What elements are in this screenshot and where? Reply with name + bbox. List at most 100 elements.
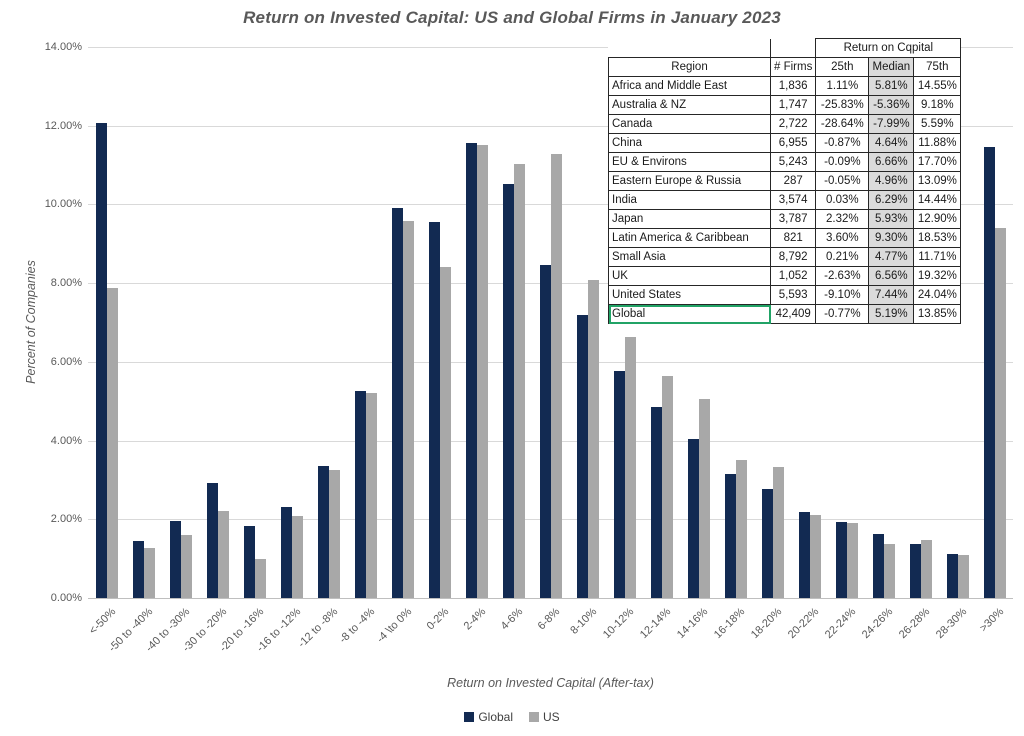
value-cell: 0.03% — [815, 190, 870, 210]
bar-us-19 — [809, 515, 821, 598]
value-cell: 18.53% — [913, 228, 962, 248]
value-cell: 6.29% — [868, 190, 915, 210]
value-cell: 821 — [769, 228, 817, 248]
value-cell: 6,955 — [769, 133, 817, 153]
table-row: India 3,574 0.03% 6.29% 14.44% — [608, 190, 962, 210]
blank-cell — [609, 39, 771, 58]
value-cell: 1,747 — [769, 95, 817, 115]
value-cell: 14.55% — [913, 76, 962, 96]
value-cell: 24.04% — [913, 285, 962, 305]
region-cell: EU & Environs — [608, 152, 771, 172]
bar-us-20 — [846, 523, 858, 598]
column-header-median: Median — [868, 57, 915, 77]
value-cell: 13.09% — [913, 171, 962, 191]
bar-global-18 — [761, 488, 773, 598]
value-cell: 5.19% — [868, 304, 915, 324]
value-cell: 0.21% — [815, 247, 870, 267]
value-cell: 11.88% — [913, 133, 962, 153]
value-cell: -28.64% — [815, 114, 870, 134]
bar-global-7 — [354, 391, 366, 598]
bar-us-18 — [772, 466, 784, 598]
value-cell: 1,836 — [769, 76, 817, 96]
bar-global-1 — [132, 540, 144, 598]
global-legend-swatch — [464, 712, 475, 722]
value-cell: 5.59% — [913, 114, 962, 134]
bar-us-0 — [106, 288, 118, 598]
bar-global-21 — [872, 534, 884, 598]
value-cell: -0.77% — [815, 304, 870, 324]
bar-global-6 — [317, 466, 329, 598]
legend-item-global: Global — [464, 710, 513, 724]
bar-us-13 — [587, 280, 599, 598]
value-cell: 4.77% — [868, 247, 915, 267]
value-cell: -0.87% — [815, 133, 870, 153]
bar-us-7 — [365, 392, 377, 598]
bar-us-5 — [291, 516, 303, 598]
table-group-header-row: Return on Cqpital — [609, 38, 962, 58]
region-cell: United States — [608, 285, 771, 305]
value-cell: 4.96% — [868, 171, 915, 191]
value-cell: 3,574 — [769, 190, 817, 210]
global-legend-label: Global — [478, 710, 513, 724]
bar-global-13 — [576, 315, 588, 598]
value-cell: 287 — [769, 171, 817, 191]
bar-us-3 — [217, 511, 229, 598]
column-header-region: Region — [608, 57, 771, 77]
value-cell: 5.93% — [868, 209, 915, 229]
bar-global-12 — [539, 265, 551, 598]
value-cell: 13.85% — [913, 304, 962, 324]
legend-item-us: US — [529, 710, 560, 724]
bar-global-16 — [687, 438, 699, 598]
table-row: UK 1,052 -2.63% 6.56% 19.32% — [608, 266, 962, 286]
region-cell: Canada — [608, 114, 771, 134]
value-cell: -25.83% — [815, 95, 870, 115]
y-tick-label: 8.00% — [50, 277, 82, 290]
bar-global-5 — [280, 507, 292, 598]
us-legend-swatch — [529, 712, 539, 722]
value-cell: 4.64% — [868, 133, 915, 153]
bar-us-9 — [439, 267, 451, 598]
column-header-75th: 75th — [913, 57, 962, 77]
table-row: Small Asia 8,792 0.21% 4.77% 11.71% — [608, 247, 962, 267]
value-cell: 1.11% — [815, 76, 870, 96]
bar-global-4 — [243, 526, 255, 598]
y-tick-label: 2.00% — [50, 513, 82, 526]
y-tick-label: 14.00% — [44, 41, 82, 53]
value-cell: 1,052 — [769, 266, 817, 286]
region-cell: India — [608, 190, 771, 210]
column-header--firms: # Firms — [769, 57, 817, 77]
value-cell: 3.60% — [815, 228, 870, 248]
bar-global-8 — [391, 208, 403, 598]
y-tick-label: 10.00% — [44, 198, 82, 211]
table-row: Japan 3,787 2.32% 5.93% 12.90% — [608, 209, 962, 229]
bar-global-10 — [465, 143, 477, 598]
region-cell: Africa and Middle East — [608, 76, 771, 96]
region-cell: Japan — [608, 209, 771, 229]
value-cell: 6.66% — [868, 152, 915, 172]
plot-area — [88, 47, 1013, 599]
bar-global-19 — [798, 512, 810, 598]
value-cell: 5,243 — [769, 152, 817, 172]
region-cell: Global — [608, 304, 771, 324]
value-cell: -0.05% — [815, 171, 870, 191]
region-cell: Australia & NZ — [608, 95, 771, 115]
table-row: United States 5,593 -9.10% 7.44% 24.04% — [608, 285, 962, 305]
region-cell: Small Asia — [608, 247, 771, 267]
value-cell: 2.32% — [815, 209, 870, 229]
value-cell: 3,787 — [769, 209, 817, 229]
region-cell: UK — [608, 266, 771, 286]
gridline-14pct — [88, 47, 1013, 48]
table-row: Canada 2,722 -28.64% -7.99% 5.59% — [608, 114, 962, 134]
bar-global-15 — [650, 407, 662, 598]
table-row: Australia & NZ 1,747 -25.83% -5.36% 9.18% — [608, 95, 962, 115]
bar-us-23 — [957, 554, 969, 598]
bar-global-22 — [909, 543, 921, 598]
value-cell: -7.99% — [868, 114, 915, 134]
y-tick-label: 12.00% — [44, 119, 82, 132]
table-row: Global 42,409 -0.77% 5.19% 13.85% — [608, 304, 962, 324]
bar-global-2 — [169, 521, 181, 598]
bar-us-6 — [328, 470, 340, 598]
bar-global-23 — [946, 553, 958, 598]
bar-us-22 — [920, 540, 932, 598]
